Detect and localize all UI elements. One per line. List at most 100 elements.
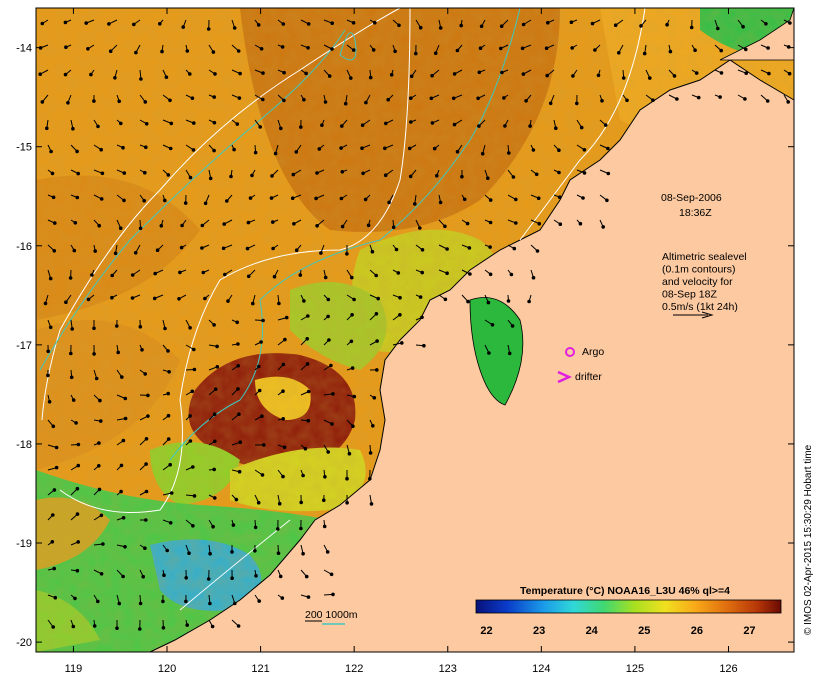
velocity-arrow-head [421,316,424,319]
lon-tick-label: 119 [65,663,83,675]
velocity-arrow-head [293,223,296,226]
lat-tick-label: -19 [16,538,32,550]
velocity-arrow-head [55,446,58,449]
velocity-arrow-head [85,22,88,25]
velocity-arrow-head [239,72,242,75]
velocity-arrow-head [233,27,236,30]
velocity-arrow-head [392,226,395,229]
velocity-arrow-head [341,125,344,128]
velocity-arrow-head [261,415,264,418]
velocity-arrow-head [213,96,216,99]
velocity-arrow-head [131,297,134,300]
velocity-arrow-head [365,101,368,104]
velocity-arrow-head [351,314,354,317]
velocity-arrow-head [410,75,413,78]
velocity-arrow-head [166,549,169,552]
velocity-arrow-head [124,417,127,420]
colorbar-gradient [476,600,781,613]
velocity-arrow-head [167,174,170,177]
velocity-arrow-head [212,525,215,528]
velocity-arrow-head [330,573,333,576]
velocity-arrow-head [161,50,164,53]
velocity-arrow-head [300,501,303,504]
velocity-arrow-head [439,27,442,30]
velocity-arrow-head [145,123,148,126]
velocity-arrow-head [348,452,351,455]
velocity-arrow-head [401,342,404,345]
velocity-arrow-head [67,102,70,105]
velocity-arrow-head [193,348,196,351]
velocity-arrow-head [201,224,204,227]
velocity-arrow-head [179,271,182,274]
velocity-arrow-head [788,72,791,75]
velocity-arrow-head [222,247,225,250]
velocity-arrow-head [327,451,330,454]
velocity-arrow-head [283,71,286,74]
velocity-arrow-head [272,221,275,224]
velocity-arrow-head [237,50,240,53]
velocity-arrow-head [202,271,205,274]
velocity-arrow-head [331,22,334,25]
velocity-arrow-head [324,101,327,104]
velocity-arrow-head [340,147,343,150]
velocity-arrow-head [95,377,98,380]
velocity-arrow-head [51,172,54,175]
velocity-arrow-head [237,625,240,628]
velocity-arrow-head [558,171,561,174]
velocity-arrow-head [262,72,265,75]
velocity-arrow-head [212,51,215,54]
velocity-arrow-head [488,352,491,355]
velocity-arrow-head [331,48,334,51]
velocity-arrow-head [351,276,354,279]
velocity-arrow-head [213,121,216,124]
velocity-arrow-head [444,298,447,301]
velocity-arrow-head [74,222,77,225]
velocity-arrow-head [330,364,333,367]
velocity-arrow-head [532,276,535,279]
velocity-arrow-head [477,97,480,100]
velocity-arrow-head [76,196,79,199]
velocity-arrow-head [109,50,112,53]
velocity-arrow-head [535,173,538,176]
lat-tick-label: -16 [16,241,32,253]
velocity-arrow-head [307,390,310,393]
velocity-arrow-head [299,274,302,277]
velocity-arrow-head [223,223,226,226]
velocity-arrow-head [304,447,307,450]
velocity-arrow-head [676,98,679,101]
velocity-arrow-head [766,100,769,103]
velocity-arrow-head [537,197,540,200]
velocity-arrow-head [94,250,97,253]
velocity-arrow-head [370,503,373,506]
velocity-arrow-head [164,199,167,202]
velocity-arrow-head [277,552,280,555]
velocity-arrow-head [52,425,55,428]
credit-line: © IMOS 02-Apr-2015 15:30:29 Hobart time [800,430,814,640]
velocity-arrow-head [307,419,310,422]
velocity-arrow-head [141,349,144,352]
velocity-arrow-head [558,196,561,199]
velocity-arrow-head [491,324,494,327]
lat-tick-label: -15 [16,142,32,154]
velocity-arrow-head [453,73,456,76]
colorbar-tick-label: 24 [586,625,599,637]
velocity-arrow-head [238,97,241,100]
velocity-arrow-head [254,526,257,529]
velocity-arrow-head [51,541,54,544]
velocity-arrow-head [305,72,308,75]
velocity-arrow-head [201,247,204,250]
velocity-arrow-head [545,47,548,50]
velocity-arrow-head [65,301,68,304]
velocity-arrow-head [213,413,216,416]
velocity-arrow-head [214,497,217,500]
velocity-arrow-head [191,390,194,393]
velocity-arrow-head [460,24,463,27]
velocity-arrow-head [233,148,236,151]
velocity-arrow-head [278,302,281,305]
velocity-arrow-head [283,99,286,102]
velocity-arrow-head [720,72,723,75]
velocity-arrow-head [390,74,393,77]
velocity-arrow-head [75,422,78,425]
velocity-arrow-head [285,316,288,319]
velocity-arrow-head [169,522,172,525]
